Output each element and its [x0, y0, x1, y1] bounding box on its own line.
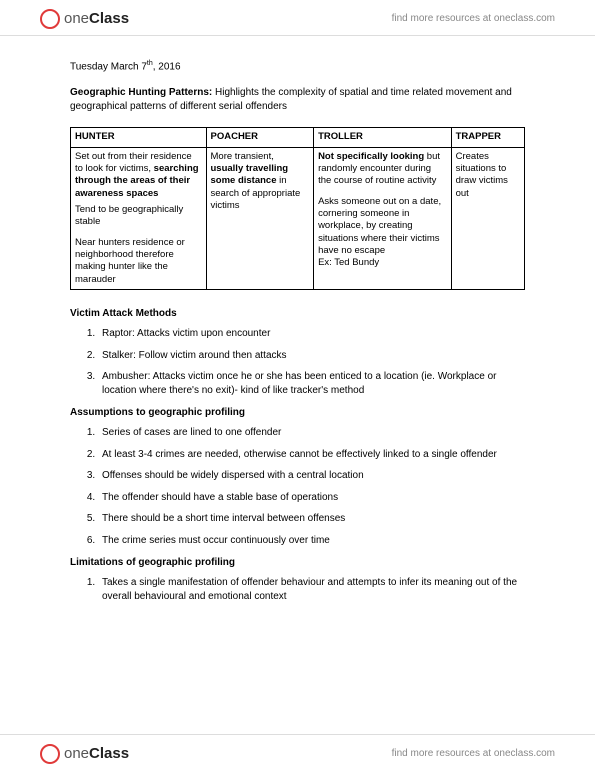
- header-link[interactable]: find more resources at oneclass.com: [392, 13, 555, 24]
- logo-circle-icon: [40, 744, 60, 764]
- logo-circle-icon: [40, 9, 60, 29]
- logo-prefix: one: [64, 10, 89, 27]
- victim-methods-list: Raptor: Attacks victim upon encounter St…: [70, 327, 525, 397]
- footer-link[interactable]: find more resources at oneclass.com: [392, 748, 555, 759]
- logo-suffix: Class: [89, 10, 129, 27]
- logo-text: oneClass: [64, 745, 129, 762]
- list-item: The offender should have a stable base o…: [98, 491, 525, 505]
- table-header-row: HUNTER POACHER TROLLER TRAPPER: [71, 128, 525, 147]
- col-trapper: TRAPPER: [451, 128, 524, 147]
- list-item: Offenses should be widely dispersed with…: [98, 469, 525, 483]
- list-item: Stalker: Follow victim around then attac…: [98, 349, 525, 363]
- col-hunter: HUNTER: [71, 128, 207, 147]
- col-poacher: POACHER: [206, 128, 314, 147]
- logo-prefix: one: [64, 745, 89, 762]
- cell-hunter: Set out from their residence to look for…: [71, 147, 207, 289]
- date-year: , 2016: [153, 61, 181, 72]
- page-content: Tuesday March 7th, 2016 Geographic Hunti…: [0, 36, 595, 621]
- cell-trapper: Creates situations to draw victims out: [451, 147, 524, 289]
- assumptions-list: Series of cases are lined to one offende…: [70, 426, 525, 547]
- footer-logo: oneClass: [40, 744, 129, 764]
- list-item: Takes a single manifestation of offender…: [98, 576, 525, 603]
- cell-poacher: More transient, usually travelling some …: [206, 147, 314, 289]
- victim-methods-title: Victim Attack Methods: [70, 308, 525, 319]
- limitations-list: Takes a single manifestation of offender…: [70, 576, 525, 603]
- logo-suffix: Class: [89, 745, 129, 762]
- limitations-title: Limitations of geographic profiling: [70, 557, 525, 568]
- list-item: There should be a short time interval be…: [98, 512, 525, 526]
- intro-bold: Geographic Hunting Patterns:: [70, 87, 212, 98]
- col-troller: TROLLER: [314, 128, 452, 147]
- list-item: Series of cases are lined to one offende…: [98, 426, 525, 440]
- intro-paragraph: Geographic Hunting Patterns: Highlights …: [70, 86, 525, 113]
- troller-1a: Not specifically looking: [318, 151, 424, 162]
- cell-troller: Not specifically looking but randomly en…: [314, 147, 452, 289]
- hunter-p3: Near hunters residence or neighborhood t…: [75, 237, 185, 285]
- list-item: At least 3-4 crimes are needed, otherwis…: [98, 448, 525, 462]
- date-text: Tuesday March 7: [70, 61, 147, 72]
- page-header: oneClass find more resources at oneclass…: [0, 0, 595, 36]
- list-item: The crime series must occur continuously…: [98, 534, 525, 548]
- troller-2: Asks someone out on a date, cornering so…: [318, 196, 441, 256]
- hunter-p2: Tend to be geographically stable: [75, 204, 183, 227]
- troller-3: Ex: Ted Bundy: [318, 257, 379, 268]
- logo: oneClass: [40, 9, 129, 29]
- list-item: Raptor: Attacks victim upon encounter: [98, 327, 525, 341]
- date-line: Tuesday March 7th, 2016: [70, 60, 525, 72]
- logo-text: oneClass: [64, 10, 129, 27]
- table-row: Set out from their residence to look for…: [71, 147, 525, 289]
- list-item: Ambusher: Attacks victim once he or she …: [98, 370, 525, 397]
- page-footer: oneClass find more resources at oneclass…: [0, 734, 595, 770]
- assumptions-title: Assumptions to geographic profiling: [70, 407, 525, 418]
- poacher-a: More transient,: [211, 151, 274, 162]
- patterns-table: HUNTER POACHER TROLLER TRAPPER Set out f…: [70, 127, 525, 290]
